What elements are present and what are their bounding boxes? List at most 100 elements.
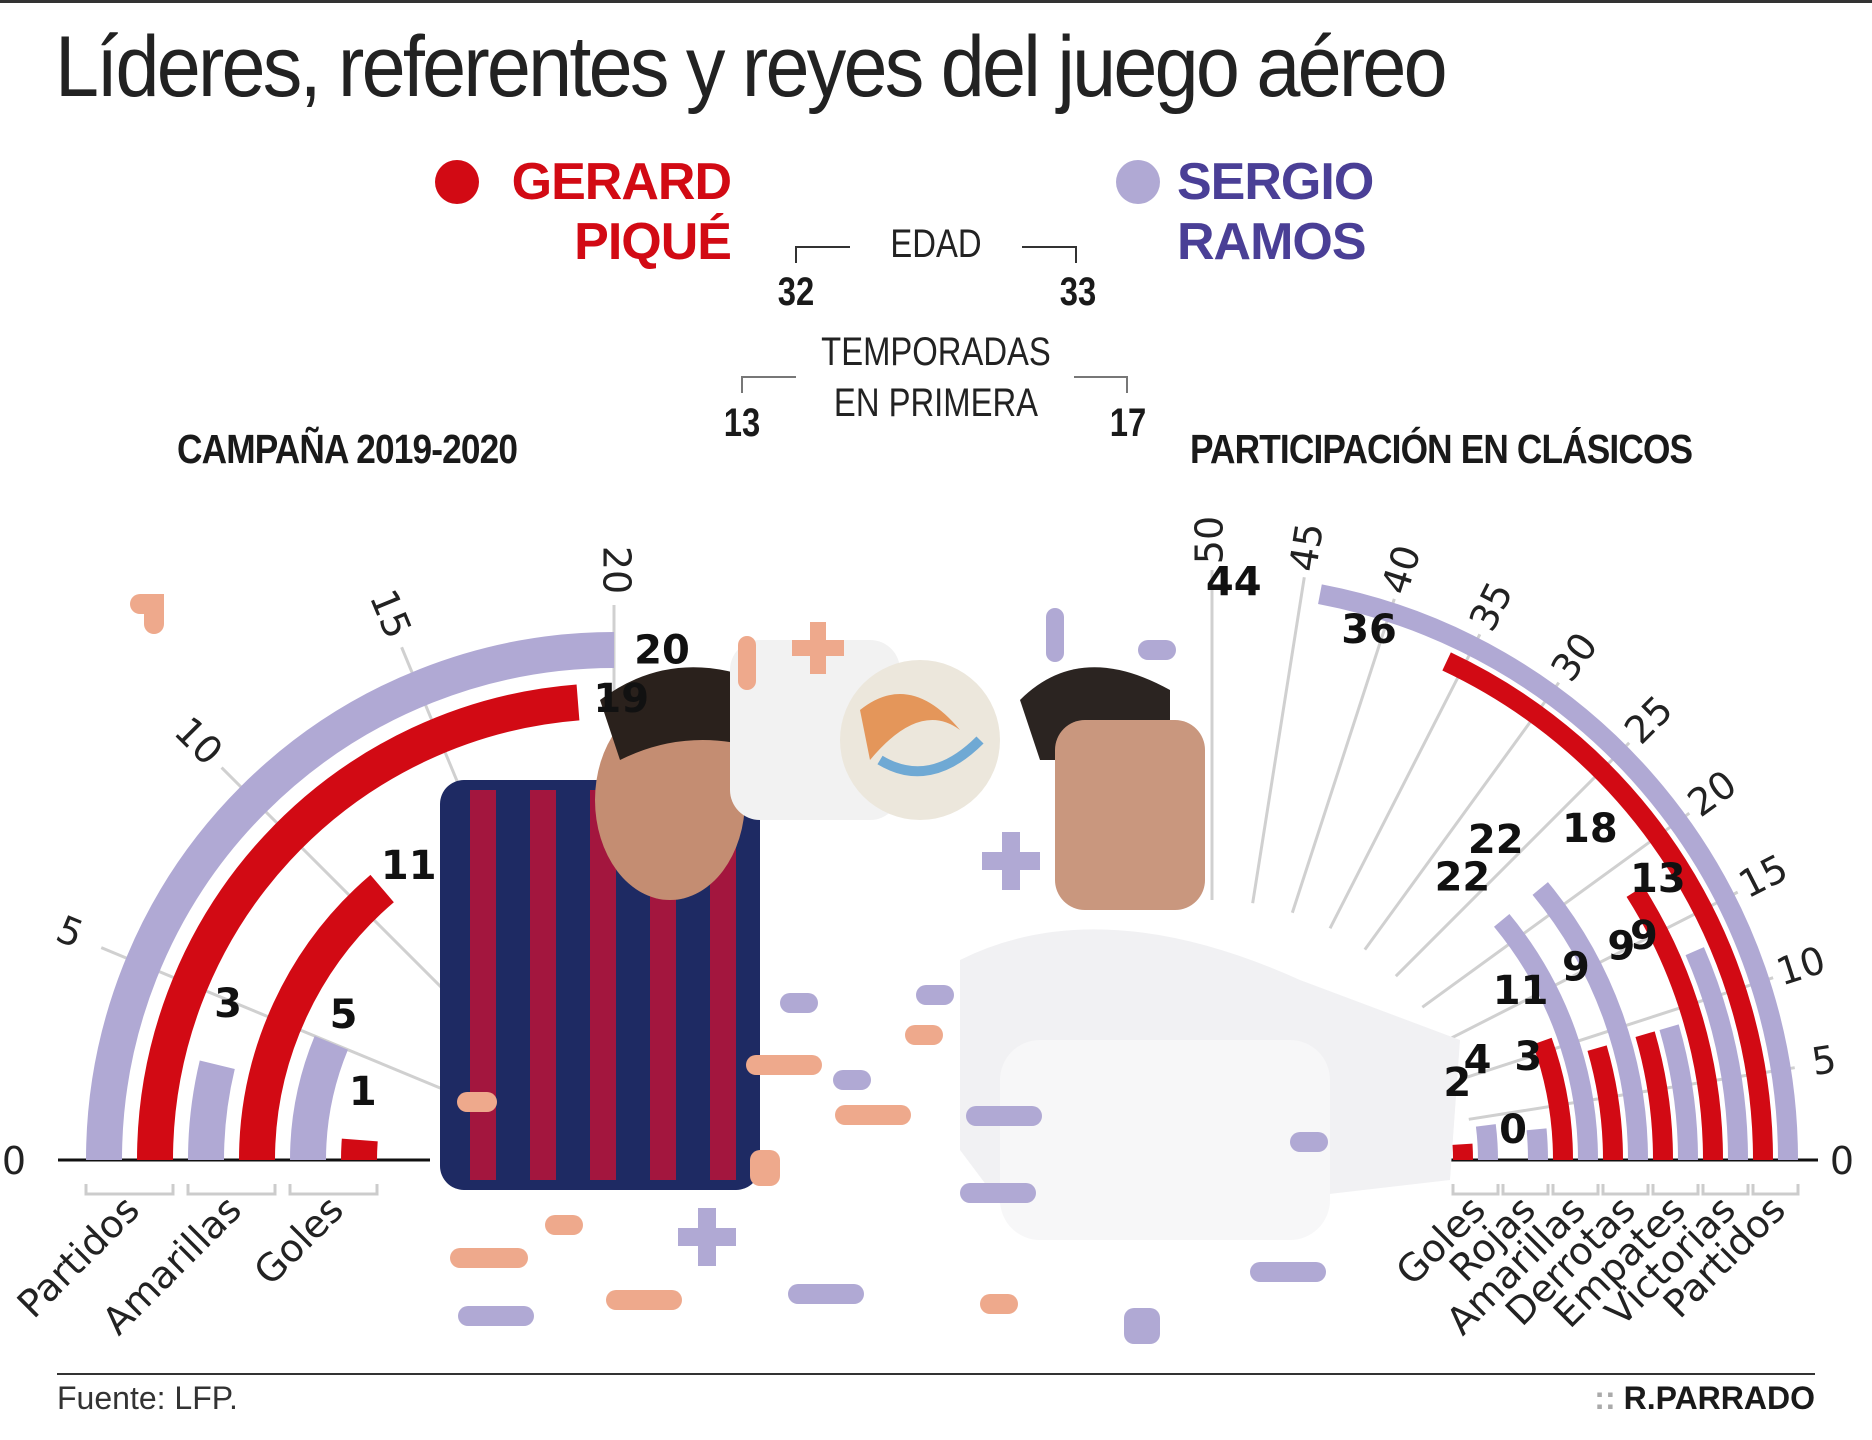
tick-label: 20 xyxy=(1680,762,1745,826)
ramos-photo xyxy=(960,667,1460,1240)
bar-goles-ramos xyxy=(290,1036,349,1161)
bar-derrotas-pique xyxy=(1587,1045,1623,1161)
legend-dot-pique xyxy=(435,160,479,204)
author-credit: :: R.PARRADO xyxy=(1594,1380,1815,1417)
value-label: 9 xyxy=(1562,945,1590,991)
value-label: 11 xyxy=(381,843,437,889)
tick-label: 20 xyxy=(595,546,639,594)
grid-line xyxy=(1363,681,1561,951)
value-label: 3 xyxy=(214,981,242,1027)
value-label: 9 xyxy=(1607,924,1635,970)
value-label: 4 xyxy=(1464,1038,1492,1084)
plus-shape xyxy=(678,1208,736,1266)
tick-label: 10 xyxy=(166,708,231,773)
tick-label: 25 xyxy=(1616,687,1681,752)
ramos-first-name: SERGIO xyxy=(1177,153,1374,211)
category-bracket xyxy=(1601,1184,1650,1196)
edad-bracket-right xyxy=(1022,246,1077,263)
temporadas-label-1: TEMPORADAS xyxy=(821,330,1051,374)
edad-ramos: 33 xyxy=(1059,270,1097,314)
value-label: 9 xyxy=(1630,913,1658,959)
temporadas-ramos: 17 xyxy=(1109,401,1147,445)
bar-rojas-ramos xyxy=(1526,1128,1548,1161)
temporadas-bracket-right xyxy=(1074,376,1128,393)
category-bracket xyxy=(1651,1184,1700,1196)
top-rule xyxy=(0,0,1872,3)
tick-label: 15 xyxy=(1732,846,1795,907)
ramos-last-name: RAMOS xyxy=(1177,213,1367,271)
bar-empates-pique xyxy=(1635,1031,1673,1161)
bar-partidos-pique xyxy=(1442,652,1773,1161)
category-bracket xyxy=(288,1184,379,1196)
edad-label: EDAD xyxy=(890,222,982,266)
credit-name: R.PARRADO xyxy=(1623,1380,1815,1416)
pique-photo xyxy=(440,640,1000,1190)
decorative-shapes-lavender xyxy=(458,608,1328,1344)
category-bracket xyxy=(1501,1184,1550,1196)
tick-label: 5 xyxy=(1809,1037,1840,1084)
tick-label: 15 xyxy=(361,583,420,645)
value-label: 3 xyxy=(1514,1034,1542,1080)
category-bracket xyxy=(186,1184,277,1196)
category-label-goles: Goles xyxy=(245,1187,351,1293)
bar-amarillas-pique xyxy=(1532,1037,1573,1161)
value-label: 22 xyxy=(1468,817,1524,863)
edad-pique: 32 xyxy=(777,270,815,314)
tick-label: 40 xyxy=(1373,540,1430,600)
stat-brackets xyxy=(741,246,1128,393)
category-bracket xyxy=(1751,1184,1800,1196)
tick-label: 45 xyxy=(1281,520,1332,575)
plus-shape xyxy=(982,832,1040,890)
category-bracket xyxy=(1551,1184,1600,1196)
value-label: 5 xyxy=(330,992,358,1038)
section-title-right: PARTICIPACIÓN EN CLÁSICOS xyxy=(1190,426,1693,472)
value-label: 18 xyxy=(1562,806,1618,852)
temporadas-bracket-left xyxy=(741,376,796,393)
bar-amarillas-ramos xyxy=(188,1060,235,1161)
grid-line xyxy=(1394,741,1631,978)
value-label: 20 xyxy=(634,627,690,673)
value-label: 36 xyxy=(1341,607,1397,653)
legend-ramos: SERGIO RAMOS xyxy=(1177,152,1374,272)
grid-line xyxy=(1251,577,1306,904)
value-label: 22 xyxy=(1435,855,1491,901)
value-label: 0 xyxy=(1499,1107,1527,1153)
bar-partidos-ramos xyxy=(1318,584,1798,1161)
section-title-left: CAMPAÑA 2019-2020 xyxy=(177,426,518,472)
bar-goles-pique xyxy=(341,1138,378,1161)
bar-amarillas-pique xyxy=(239,874,394,1161)
bar-amarillas-ramos xyxy=(1494,913,1598,1161)
edad-bracket-left xyxy=(795,246,850,263)
value-label: 2 xyxy=(1443,1060,1471,1106)
value-label: 19 xyxy=(593,676,649,722)
page-title: Líderes, referentes y reyes del juego aé… xyxy=(55,19,1448,115)
category-bracket xyxy=(1701,1184,1750,1196)
legend-pique: GERARD PIQUÉ xyxy=(511,152,732,272)
tick-label: 0 xyxy=(2,1139,26,1183)
source-note: Fuente: LFP. xyxy=(57,1380,238,1416)
tick-label: 5 xyxy=(50,907,89,957)
bar-empates-ramos xyxy=(1659,1024,1698,1161)
tick-label: 0 xyxy=(1830,1139,1854,1183)
category-bracket xyxy=(1451,1184,1500,1196)
bar-partidos-pique xyxy=(137,684,580,1161)
value-label: 1 xyxy=(349,1069,377,1115)
tick-label: 30 xyxy=(1542,624,1606,689)
footer-rule xyxy=(57,1373,1815,1375)
temporadas-pique: 13 xyxy=(723,401,761,445)
bar-victorias-pique xyxy=(1626,886,1723,1161)
bar-victorias-ramos xyxy=(1685,947,1748,1161)
tick-label: 10 xyxy=(1771,938,1831,995)
corner-shape xyxy=(130,594,164,634)
decorative-shapes xyxy=(130,594,1018,1314)
value-label: 13 xyxy=(1630,856,1686,902)
credit-prefix: :: xyxy=(1594,1380,1616,1416)
bar-derrotas-ramos xyxy=(1532,882,1648,1161)
player-photos xyxy=(130,594,1460,1344)
value-label: 44 xyxy=(1206,559,1262,605)
bar-partidos-ramos xyxy=(86,632,615,1161)
legend-dot-ramos xyxy=(1116,160,1160,204)
pique-first-name: GERARD xyxy=(511,153,732,211)
grid-line xyxy=(1290,598,1396,914)
